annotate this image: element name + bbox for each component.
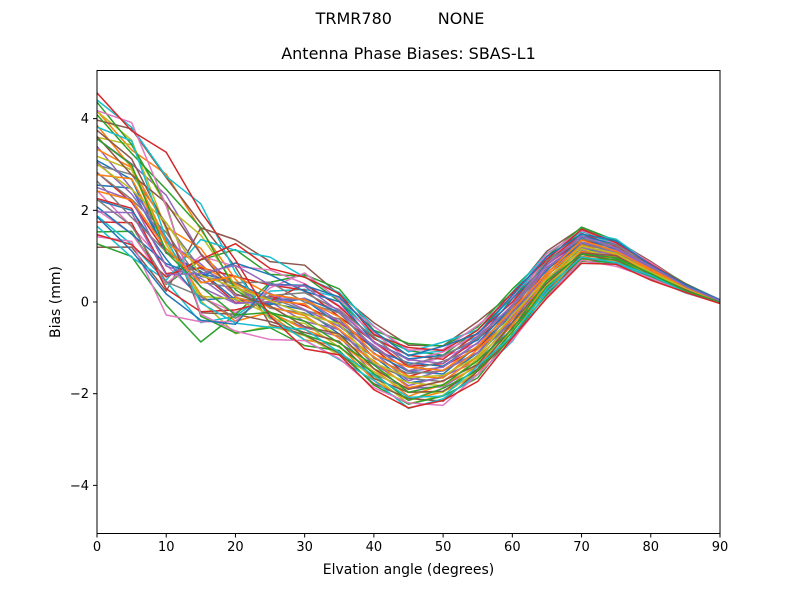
series-line — [97, 138, 720, 393]
x-tick-label: 40 — [366, 540, 383, 555]
x-tick-label: 70 — [573, 540, 590, 555]
series-line — [97, 190, 720, 372]
axes-spines — [96, 70, 721, 534]
series-line — [97, 186, 720, 372]
x-tick-label: 30 — [296, 540, 313, 555]
series-line — [97, 211, 720, 365]
series-line — [97, 215, 720, 357]
series-line — [97, 225, 720, 353]
axes-title: Antenna Phase Biases: SBAS-L1 — [281, 44, 536, 63]
series-line — [97, 228, 720, 352]
x-tick-label: 10 — [158, 540, 175, 555]
y-tick-label: 2 — [81, 204, 89, 219]
y-tick-label: −2 — [70, 387, 89, 402]
x-axis-label: Elvation angle (degrees) — [322, 562, 495, 578]
y-tick-label: 0 — [81, 296, 89, 311]
series-line — [97, 126, 720, 399]
figure-suptitle: TRMR780 NONE — [315, 9, 485, 28]
series-line — [97, 198, 720, 366]
series-line — [97, 113, 720, 402]
y-tick-label: −4 — [70, 479, 89, 494]
x-tick-label: 90 — [712, 540, 729, 555]
x-tick-label: 20 — [227, 540, 244, 555]
series-line — [97, 135, 720, 391]
series-lines-group — [97, 92, 720, 410]
x-tick-label: 80 — [643, 540, 660, 555]
y-tick-label: 4 — [81, 112, 89, 127]
series-line — [97, 92, 720, 409]
x-tick-label: 60 — [504, 540, 521, 555]
series-line — [97, 163, 720, 379]
x-tick-label: 50 — [435, 540, 452, 555]
x-tick-label: 0 — [93, 540, 101, 555]
series-line — [97, 109, 720, 407]
series-line — [97, 174, 720, 379]
